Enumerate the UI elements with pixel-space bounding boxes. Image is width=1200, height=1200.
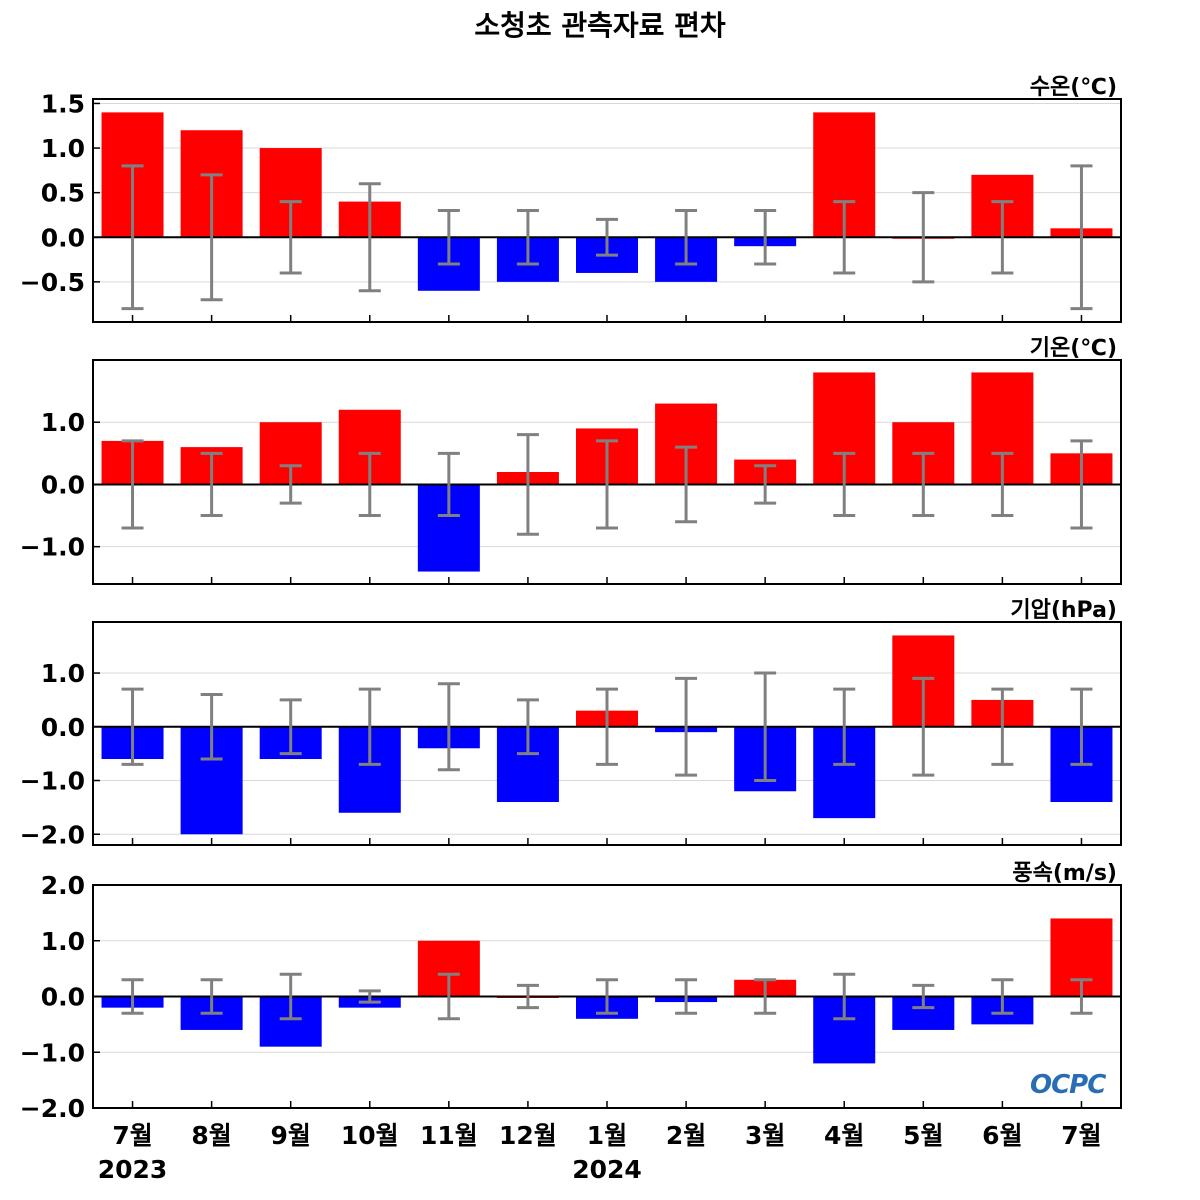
panel-unit-label: 기압(hPa)	[1010, 598, 1117, 623]
y-tick-label: −2.0	[20, 1094, 85, 1123]
panel-unit-label: 수온(℃)	[1030, 75, 1117, 100]
panel-frame	[92, 98, 1122, 323]
y-tick-label: −0.5	[20, 268, 85, 297]
y-tick-label: −1.0	[20, 1038, 85, 1067]
y-tick-label: −1.0	[20, 767, 85, 796]
y-tick-label: 1.0	[41, 659, 85, 688]
x-tick-label: 10월	[341, 1121, 399, 1150]
panel-frame	[92, 621, 1122, 846]
x-tick-label: 7월	[1061, 1121, 1101, 1150]
y-tick-label: 0.0	[41, 713, 85, 742]
panel-unit-label: 풍속(m/s)	[1012, 861, 1117, 886]
x-tick-label: 4월	[824, 1121, 864, 1150]
y-tick-label: −1.0	[20, 533, 85, 562]
x-tick-label: 6월	[982, 1121, 1022, 1150]
y-tick-label: 0.0	[41, 470, 85, 499]
x-tick-label: 2월	[666, 1121, 706, 1150]
y-tick-label: 0.0	[41, 223, 85, 252]
panel-unit-label: 기온(℃)	[1030, 336, 1117, 361]
y-tick-label: 2.0	[41, 871, 85, 900]
x-tick-label: 11월	[420, 1121, 478, 1150]
chart-title: 소청초 관측자료 편차	[474, 9, 726, 42]
ocpc-logo: OCPC	[1030, 1070, 1106, 1100]
y-tick-label: 1.0	[41, 134, 85, 163]
x-tick-label: 1월	[587, 1121, 627, 1150]
y-tick-label: 0.5	[41, 179, 85, 208]
x-tick-label: 7월	[112, 1121, 152, 1150]
y-tick-label: 0.0	[41, 983, 85, 1012]
y-tick-label: −2.0	[20, 820, 85, 849]
y-tick-label: 1.0	[41, 408, 85, 437]
x-tick-label: 5월	[903, 1121, 943, 1150]
panel-frame	[92, 884, 1122, 1109]
x-tick-label: 8월	[191, 1121, 231, 1150]
y-tick-label: 1.5	[41, 89, 85, 118]
y-tick-label: 1.0	[41, 927, 85, 956]
x-tick-label: 9월	[270, 1121, 310, 1150]
panel-frame	[92, 359, 1122, 585]
year-label: 2024	[572, 1155, 642, 1184]
year-label: 2023	[98, 1155, 168, 1184]
x-tick-label: 3월	[745, 1121, 785, 1150]
x-tick-label: 12월	[499, 1121, 557, 1150]
